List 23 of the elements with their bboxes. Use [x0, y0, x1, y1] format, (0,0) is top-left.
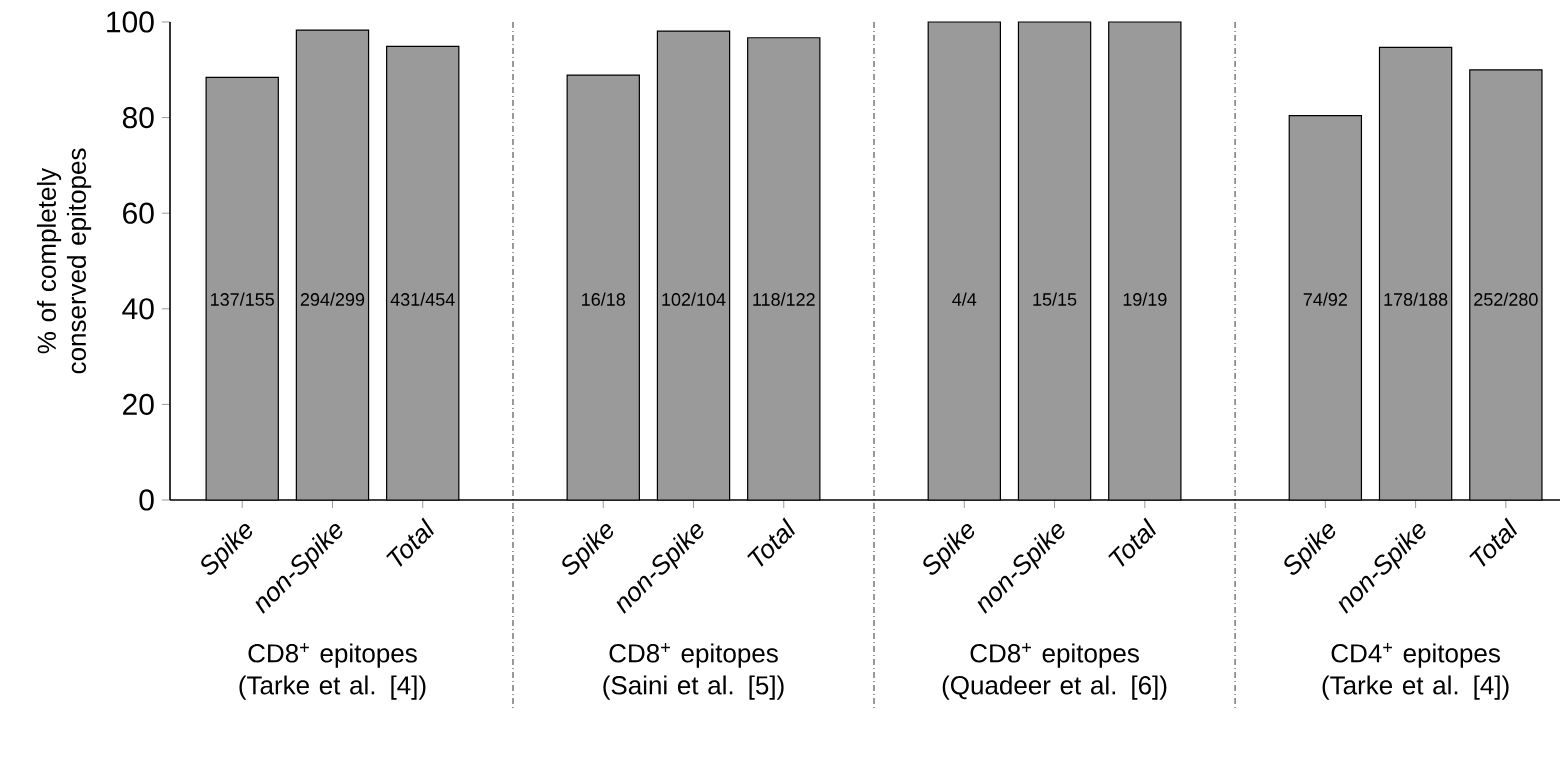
text: CD8$^{+}$ epitopes (Tarke et al. [4]) — [239, 643, 426, 700]
y-tick-label: 100 — [107, 11, 154, 33]
annotation: 4/4 — [952, 292, 977, 306]
annotation: 118/122 — [753, 292, 815, 306]
annotation: 15/15 — [1033, 292, 1077, 306]
y-tick-label: 20 — [123, 393, 154, 416]
y-axis-title: % of completely conserved epitopes — [36, 148, 92, 374]
text: CD4$^{+}$ epitopes (Tarke et al. [4]) — [1322, 643, 1509, 700]
annotation: 74/92 — [1303, 292, 1347, 306]
y-tick-label: 60 — [123, 202, 154, 224]
annotation: 431/454 — [390, 292, 455, 306]
annotation: 252/280 — [1474, 292, 1538, 306]
y-tick-label: 40 — [122, 298, 154, 320]
annotation: 137/155 — [211, 292, 274, 306]
annotation: 294/299 — [300, 292, 365, 306]
annotation: 19/19 — [1123, 292, 1167, 306]
text: CD8$^{+}$ epitopes (Quadeer et al. [6]) — [942, 643, 1167, 700]
text: CD8$^{+}$ epitopes (Saini et al. [5]) — [603, 643, 784, 700]
annotation: 16/18 — [582, 292, 625, 306]
annotation: 178/188 — [1384, 292, 1448, 306]
y-tick-label: 0 — [139, 489, 154, 511]
annotation: 102/104 — [662, 292, 726, 306]
y-tick-label: 80 — [122, 106, 154, 129]
